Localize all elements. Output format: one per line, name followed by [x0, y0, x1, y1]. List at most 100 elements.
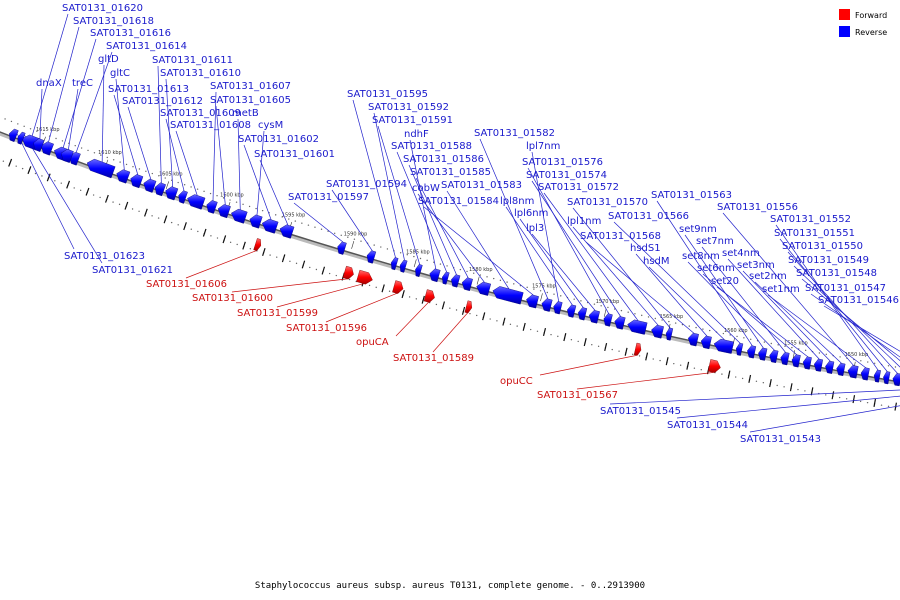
track-tick — [604, 342, 608, 352]
reverse-gene-arrow[interactable] — [337, 241, 347, 255]
reverse-gene-arrow[interactable] — [651, 324, 664, 339]
track-tick — [381, 284, 385, 293]
track-dot — [328, 272, 331, 275]
reverse-gene-arrow[interactable] — [33, 138, 45, 152]
reverse-gene-arrow[interactable] — [249, 214, 263, 229]
reverse-gene-arrow[interactable] — [60, 148, 74, 163]
reverse-gene-arrow[interactable] — [836, 362, 846, 377]
reverse-gene-arrow[interactable] — [614, 316, 626, 330]
kbp-tick-label: 1605 kbp — [159, 172, 183, 178]
forward-gene-arrow[interactable] — [633, 342, 642, 356]
label-leader-line — [656, 200, 753, 346]
reverse-gene-label: gltC — [110, 68, 130, 79]
reverse-gene-arrow[interactable] — [769, 349, 779, 364]
reverse-gene-label: set7nm — [696, 236, 734, 247]
track-dot — [347, 236, 349, 238]
track-dot — [580, 300, 582, 302]
reverse-gene-arrow[interactable] — [860, 367, 870, 381]
reverse-gene-arrow[interactable] — [40, 141, 54, 156]
track-dot — [408, 296, 411, 298]
track-dot — [151, 215, 153, 217]
reverse-gene-arrow[interactable] — [279, 224, 295, 239]
reverse-gene-arrow[interactable] — [143, 178, 157, 193]
reverse-gene-arrow[interactable] — [687, 332, 699, 347]
forward-gene-arrow[interactable] — [356, 269, 373, 285]
track-dot — [138, 210, 140, 212]
track-dot — [235, 201, 238, 203]
forward-gene-arrow[interactable] — [342, 265, 354, 280]
label-leader-lines — [14, 13, 900, 433]
reverse-gene-arrow[interactable] — [747, 345, 757, 359]
reverse-gene-arrow[interactable] — [802, 356, 812, 370]
reverse-gene-arrow[interactable] — [700, 335, 712, 350]
reverse-gene-arrow[interactable] — [735, 342, 744, 356]
track-dot — [320, 228, 323, 230]
reverse-gene-arrow[interactable] — [69, 151, 81, 166]
reverse-gene-arrow[interactable] — [9, 128, 19, 143]
reverse-gene-arrow[interactable] — [526, 294, 539, 309]
reverse-gene-arrow[interactable] — [825, 360, 835, 374]
reverse-gene-arrow[interactable] — [231, 208, 248, 224]
reverse-gene-arrow[interactable] — [758, 347, 768, 361]
forward-gene-arrow[interactable] — [423, 289, 435, 303]
reverse-gene-arrow[interactable] — [390, 257, 399, 271]
reverse-gene-arrow[interactable] — [86, 158, 116, 179]
track-dot — [791, 346, 793, 349]
reverse-gene-arrow[interactable] — [553, 301, 563, 315]
track-dot — [368, 284, 371, 287]
reverse-gene-arrow[interactable] — [588, 310, 600, 324]
track-dot — [887, 365, 890, 367]
track-dot — [755, 380, 758, 382]
reverse-gene-arrow[interactable] — [627, 319, 648, 335]
reverse-gene-arrow[interactable] — [399, 259, 408, 273]
reverse-gene-arrow[interactable] — [883, 371, 891, 385]
track-dot — [309, 266, 311, 269]
track-dot — [736, 335, 738, 338]
forward-gene-arrow[interactable] — [707, 359, 721, 373]
reverse-gene-arrow[interactable] — [476, 281, 492, 296]
reverse-gene-label: SAT0131_01550 — [782, 241, 863, 252]
reverse-gene-label: set1nm — [762, 284, 800, 295]
reverse-gene-arrow[interactable] — [567, 304, 577, 318]
track-tick — [522, 322, 526, 331]
reverse-gene-arrow[interactable] — [178, 190, 188, 204]
reverse-gene-arrow[interactable] — [206, 200, 218, 214]
reverse-gene-arrow[interactable] — [217, 204, 231, 219]
reverse-gene-arrow[interactable] — [116, 169, 131, 184]
reverse-gene-label: SAT0131_01572 — [538, 182, 619, 193]
reverse-gene-arrow[interactable] — [130, 174, 144, 189]
track-dot — [170, 221, 173, 224]
reverse-gene-arrow[interactable] — [791, 354, 801, 368]
forward-gene-arrow[interactable] — [392, 280, 404, 294]
forward-gene-arrow[interactable] — [464, 300, 473, 314]
reverse-gene-label: SAT0131_01608 — [170, 120, 251, 131]
reverse-gene-arrow[interactable] — [17, 131, 26, 145]
reverse-gene-arrow[interactable] — [415, 264, 423, 278]
reverse-gene-label: treC — [72, 78, 93, 89]
reverse-gene-arrow[interactable] — [603, 313, 613, 327]
reverse-gene-arrow[interactable] — [165, 186, 179, 201]
reverse-gene-arrow[interactable] — [429, 268, 441, 283]
reverse-gene-arrow[interactable] — [713, 338, 734, 354]
reverse-gene-arrow[interactable] — [892, 373, 900, 387]
reverse-gene-arrow[interactable] — [847, 365, 859, 379]
reverse-gene-arrow[interactable] — [261, 218, 279, 234]
reverse-gene-arrow[interactable] — [665, 327, 674, 341]
forward-gene-arrow[interactable] — [253, 238, 262, 252]
reverse-gene-arrow[interactable] — [813, 358, 824, 372]
reverse-gene-arrow[interactable] — [873, 369, 881, 383]
reverse-gene-arrow[interactable] — [780, 352, 790, 366]
track-dot — [209, 192, 212, 195]
reverse-gene-arrow[interactable] — [442, 271, 450, 285]
reverse-gene-arrow[interactable] — [461, 277, 473, 292]
reverse-gene-arrow[interactable] — [492, 286, 524, 305]
reverse-gene-arrow[interactable] — [187, 194, 206, 210]
reverse-gene-arrow[interactable] — [451, 274, 461, 288]
reverse-gene-arrow[interactable] — [577, 307, 588, 321]
label-leader-line — [231, 278, 348, 293]
reverse-gene-arrow[interactable] — [541, 298, 553, 312]
reverse-gene-arrow[interactable] — [366, 250, 377, 264]
reverse-gene-arrow[interactable] — [154, 182, 166, 197]
track-dot — [386, 248, 389, 250]
